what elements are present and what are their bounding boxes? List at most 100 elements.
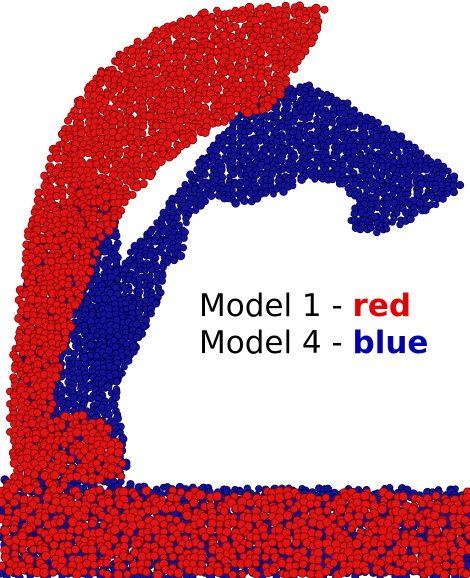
- blue-particle: [123, 348, 131, 356]
- blue-particle: [86, 340, 96, 350]
- blue-particle: [360, 132, 369, 141]
- red-particle: [258, 105, 267, 114]
- red-particle: [220, 117, 229, 126]
- red-particle: [104, 226, 114, 236]
- blue-particle: [176, 251, 186, 261]
- blue-particle: [310, 136, 320, 146]
- red-particle: [290, 65, 299, 74]
- blue-particle: [406, 214, 415, 224]
- red-particle: [282, 68, 291, 76]
- blue-particle: [99, 368, 107, 377]
- red-particle: [139, 122, 148, 131]
- red-particle: [67, 455, 76, 464]
- red-particle: [101, 121, 111, 131]
- blue-particle: [366, 223, 375, 232]
- blue-particle: [80, 346, 88, 355]
- blue-particle: [110, 336, 118, 344]
- red-particle: [60, 441, 69, 449]
- blue-particle: [305, 113, 314, 121]
- blue-particle: [393, 209, 401, 217]
- red-particle: [64, 116, 72, 125]
- blue-particle: [159, 263, 167, 271]
- blue-particle: [125, 286, 133, 294]
- blue-particle: [256, 137, 264, 145]
- red-particle: [77, 410, 88, 421]
- red-particle: [182, 139, 191, 149]
- blue-particle: [416, 199, 425, 208]
- red-particle: [85, 451, 95, 462]
- red-particle: [113, 447, 124, 458]
- red-particle: [242, 107, 253, 118]
- blue-particle: [449, 188, 459, 197]
- blue-particle: [279, 166, 287, 174]
- blue-particle: [85, 382, 95, 392]
- red-particle: [59, 343, 68, 352]
- red-particle: [138, 129, 147, 138]
- red-particle: [35, 338, 44, 347]
- blue-particle: [147, 309, 155, 318]
- blue-particle: [105, 311, 113, 319]
- red-particle: [46, 393, 55, 402]
- red-particle: [101, 166, 110, 175]
- blue-particle: [152, 299, 160, 308]
- blue-particle: [87, 394, 95, 403]
- blue-particle: [93, 352, 101, 360]
- blue-particle: [262, 189, 270, 197]
- blue-particle: [252, 194, 262, 203]
- red-particle: [226, 25, 234, 33]
- blue-particle: [289, 170, 298, 178]
- red-particle: [88, 257, 98, 266]
- red-particle: [95, 128, 104, 137]
- red-particle: [58, 294, 67, 303]
- blue-particle: [239, 156, 248, 165]
- blue-particle: [86, 332, 95, 341]
- blue-particle: [231, 199, 240, 208]
- blue-particle: [443, 190, 451, 198]
- blue-particle: [141, 323, 148, 331]
- blue-particle: [383, 225, 391, 233]
- blue-particle: [268, 170, 276, 179]
- blue-particle: [170, 256, 179, 265]
- blue-particle: [273, 185, 281, 193]
- red-particle: [208, 26, 217, 34]
- red-particle: [92, 248, 101, 258]
- red-particle: [66, 435, 75, 444]
- red-particle: [52, 355, 60, 364]
- red-particle: [110, 213, 119, 222]
- red-particle: [244, 2, 255, 13]
- blue-particle: [105, 372, 114, 381]
- red-particle: [176, 51, 185, 61]
- red-particle: [82, 275, 91, 284]
- red-particle: [194, 51, 204, 61]
- red-particle: [202, 95, 211, 104]
- red-particle: [275, 90, 285, 99]
- red-particle: [85, 266, 95, 277]
- red-particle: [183, 58, 192, 67]
- blue-particle: [421, 194, 430, 203]
- blue-particle: [201, 170, 209, 178]
- blue-particle: [445, 167, 452, 175]
- blue-particle: [207, 191, 216, 200]
- red-particle: [255, 72, 266, 83]
- blue-particle: [404, 190, 412, 198]
- blue-particle: [388, 218, 396, 226]
- blue-particle: [272, 573, 280, 578]
- blue-particle: [141, 267, 149, 275]
- blue-particle: [374, 119, 382, 127]
- red-particle: [101, 203, 110, 212]
- red-particle: [206, 68, 216, 77]
- blue-particle: [103, 382, 113, 392]
- red-particle: [40, 171, 49, 181]
- red-particle: [164, 80, 173, 88]
- blue-particle: [104, 410, 113, 419]
- red-particle: [127, 58, 136, 67]
- red-particle: [311, 24, 322, 34]
- red-particle: [150, 56, 160, 66]
- red-particle: [212, 111, 222, 121]
- blue-particle: [306, 152, 315, 160]
- blue-particle: [317, 90, 325, 98]
- red-particle: [168, 132, 179, 142]
- red-particle: [72, 427, 82, 438]
- blue-particle: [240, 196, 249, 205]
- blue-particle: [396, 221, 404, 229]
